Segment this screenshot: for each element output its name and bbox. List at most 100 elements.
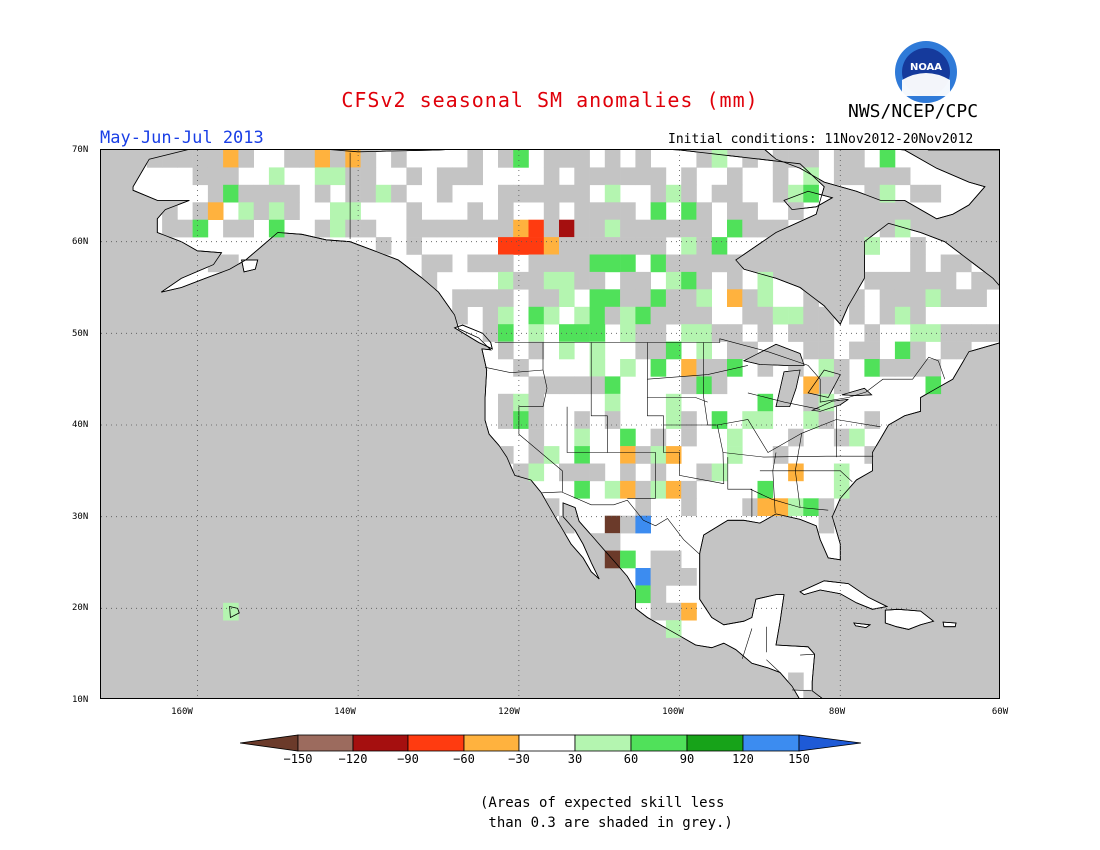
anomaly-cell	[559, 150, 575, 168]
lon-label: 120W	[498, 707, 520, 717]
anomaly-cell	[742, 202, 758, 220]
noaa-logo-text: NOAA	[910, 62, 942, 73]
anomaly-cell	[879, 150, 896, 168]
anomaly-cell	[665, 393, 682, 412]
anomaly-cell	[620, 306, 636, 325]
anomaly-cell	[498, 306, 514, 325]
skill-note-line-2: than 0.3 are shaded in grey.)	[480, 815, 733, 831]
lat-label: 20N	[72, 603, 89, 613]
anomaly-cell	[894, 341, 911, 360]
anomaly-cell	[589, 289, 606, 307]
skill-note-line-1: (Areas of expected skill less	[480, 795, 725, 811]
anomaly-cell	[513, 271, 529, 290]
anomaly-cell	[864, 359, 880, 377]
anomaly-cell	[528, 411, 545, 429]
anomaly-cell	[574, 219, 590, 238]
anomaly-cell	[207, 202, 224, 220]
anomaly-cell	[528, 446, 545, 464]
anomaly-cell	[467, 150, 483, 168]
anomaly-cell	[925, 359, 942, 377]
anomaly-cell	[727, 167, 743, 186]
anomaly-cell	[268, 184, 285, 203]
anomaly-cell	[467, 202, 483, 220]
anomaly-cell	[177, 219, 193, 238]
anomaly-cell	[528, 219, 545, 238]
anomaly-cell	[971, 324, 987, 342]
color-bar-label: 90	[679, 752, 695, 766]
anomaly-cell	[696, 219, 712, 238]
anomaly-cell	[482, 306, 499, 325]
initial-conditions-label: Initial conditions: 11Nov2012-20Nov2012	[668, 132, 974, 147]
lat-label: 30N	[72, 512, 89, 522]
anomaly-cell	[314, 219, 331, 238]
boundary-line	[750, 488, 829, 511]
anomaly-cell	[635, 237, 651, 255]
anomaly-cell	[543, 219, 560, 238]
anomaly-cell	[467, 254, 483, 273]
anomaly-cell	[604, 480, 621, 499]
anomaly-cell	[543, 184, 560, 203]
anomaly-cell	[543, 202, 560, 220]
anomaly-cell	[727, 341, 743, 360]
anomaly-cell	[818, 411, 835, 429]
anomaly-cell	[223, 184, 239, 203]
color-bar-segment	[630, 734, 688, 752]
anomaly-cell	[956, 254, 972, 273]
color-bar-label: 150	[788, 752, 810, 766]
anomaly-cell	[757, 324, 774, 342]
anomaly-cell	[711, 411, 728, 429]
anomaly-cell	[665, 446, 682, 464]
anomaly-cell	[543, 254, 560, 273]
color-bar-segment	[463, 734, 520, 752]
anomaly-cell	[436, 167, 453, 186]
anomaly-cell	[375, 184, 392, 203]
anomaly-cell	[681, 202, 697, 220]
noaa-logo-wave	[902, 73, 950, 96]
anomaly-cell	[345, 219, 361, 238]
anomaly-cell	[604, 167, 621, 186]
anomaly-cell	[635, 341, 651, 360]
anomaly-cell	[681, 184, 697, 203]
anomaly-cell	[635, 150, 651, 168]
anomaly-cell	[559, 271, 575, 290]
color-bar-label: −150	[283, 752, 313, 766]
anomaly-cell	[849, 341, 865, 360]
anomaly-cell	[849, 167, 865, 186]
anomaly-cell	[788, 324, 804, 342]
anomaly-cell	[650, 480, 667, 499]
anomaly-cell	[482, 324, 499, 342]
anomaly-cell	[849, 289, 865, 307]
anomaly-cell	[604, 376, 621, 395]
anomaly-cell	[574, 184, 590, 203]
anomaly-cell	[788, 306, 804, 325]
color-bar-segment	[574, 734, 632, 752]
anomaly-cell	[284, 202, 300, 220]
anomaly-cell	[635, 324, 651, 342]
anomaly-cell	[498, 254, 514, 273]
anomaly-cell	[971, 271, 987, 290]
anomaly-cell	[635, 498, 651, 516]
anomaly-cell	[543, 376, 560, 395]
anomaly-cell	[650, 428, 667, 447]
anomaly-cell	[620, 515, 636, 534]
anomaly-cell	[620, 446, 636, 464]
anomaly-cell	[589, 167, 606, 186]
anomaly-cell	[833, 167, 850, 186]
anomaly-cell	[696, 306, 712, 325]
anomaly-cell	[788, 359, 804, 377]
anomaly-cell	[803, 689, 819, 698]
anomaly-cell	[711, 359, 728, 377]
anomaly-cell	[803, 167, 819, 186]
anomaly-cell	[772, 150, 789, 168]
anomaly-cell	[253, 202, 270, 220]
anomaly-cell	[757, 306, 774, 325]
anomaly-cell	[604, 393, 621, 412]
color-bar-label: −90	[397, 752, 419, 766]
anomaly-cell	[589, 324, 606, 342]
anomaly-cell	[375, 237, 392, 255]
anomaly-cell	[146, 150, 163, 168]
anomaly-cell	[589, 376, 606, 395]
anomaly-cell	[696, 254, 712, 273]
anomaly-cell	[604, 219, 621, 238]
anomaly-cell	[696, 271, 712, 290]
